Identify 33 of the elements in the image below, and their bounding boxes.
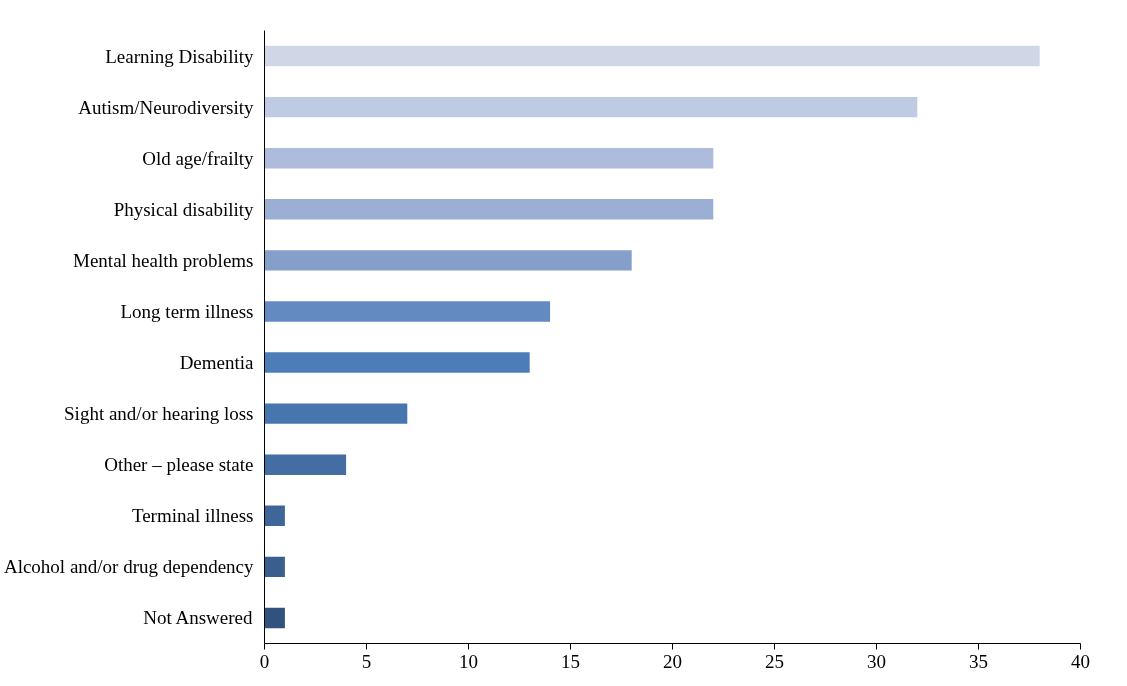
x-tick-label: 20: [663, 650, 682, 672]
x-tick-label: 10: [459, 650, 478, 672]
y-tick-label: Not Answered: [143, 607, 253, 629]
bar: [264, 199, 714, 220]
bar: [264, 454, 347, 475]
y-tick-label: Physical disability: [113, 198, 254, 220]
bar: [264, 45, 1040, 67]
x-tick-label: 30: [867, 650, 886, 672]
bar: [264, 147, 714, 169]
y-tick-label: Alcohol and/or drug dependency: [3, 556, 254, 578]
bar: [264, 556, 285, 578]
x-tick-label: 25: [765, 650, 784, 672]
y-tick-label: Other – please state: [104, 454, 254, 476]
y-tick-label: Sight and/or hearing loss: [64, 403, 254, 425]
y-tick-label: Autism/Neurodiversity: [78, 96, 254, 118]
bar: [264, 96, 918, 118]
y-tick-label: Long term illness: [120, 300, 254, 322]
x-tick-label: 15: [561, 650, 580, 672]
x-tick-label: 5: [361, 650, 372, 672]
y-tick-label: Mental health problems: [73, 249, 254, 271]
x-tick-label: 0: [259, 650, 270, 672]
bar: [264, 403, 408, 424]
y-tick-label: Old age/frailty: [142, 147, 254, 169]
bar: [264, 505, 285, 527]
bar: [264, 301, 551, 322]
y-tick-label: Dementia: [179, 352, 255, 374]
bar: [264, 250, 632, 271]
bar: [264, 607, 285, 629]
y-tick-label: Learning Disability: [105, 45, 254, 67]
y-tick-label: Terminal illness: [131, 505, 254, 527]
x-tick-label: 35: [969, 650, 988, 672]
bar: [264, 352, 530, 373]
x-tick-label: 40: [1071, 650, 1090, 672]
